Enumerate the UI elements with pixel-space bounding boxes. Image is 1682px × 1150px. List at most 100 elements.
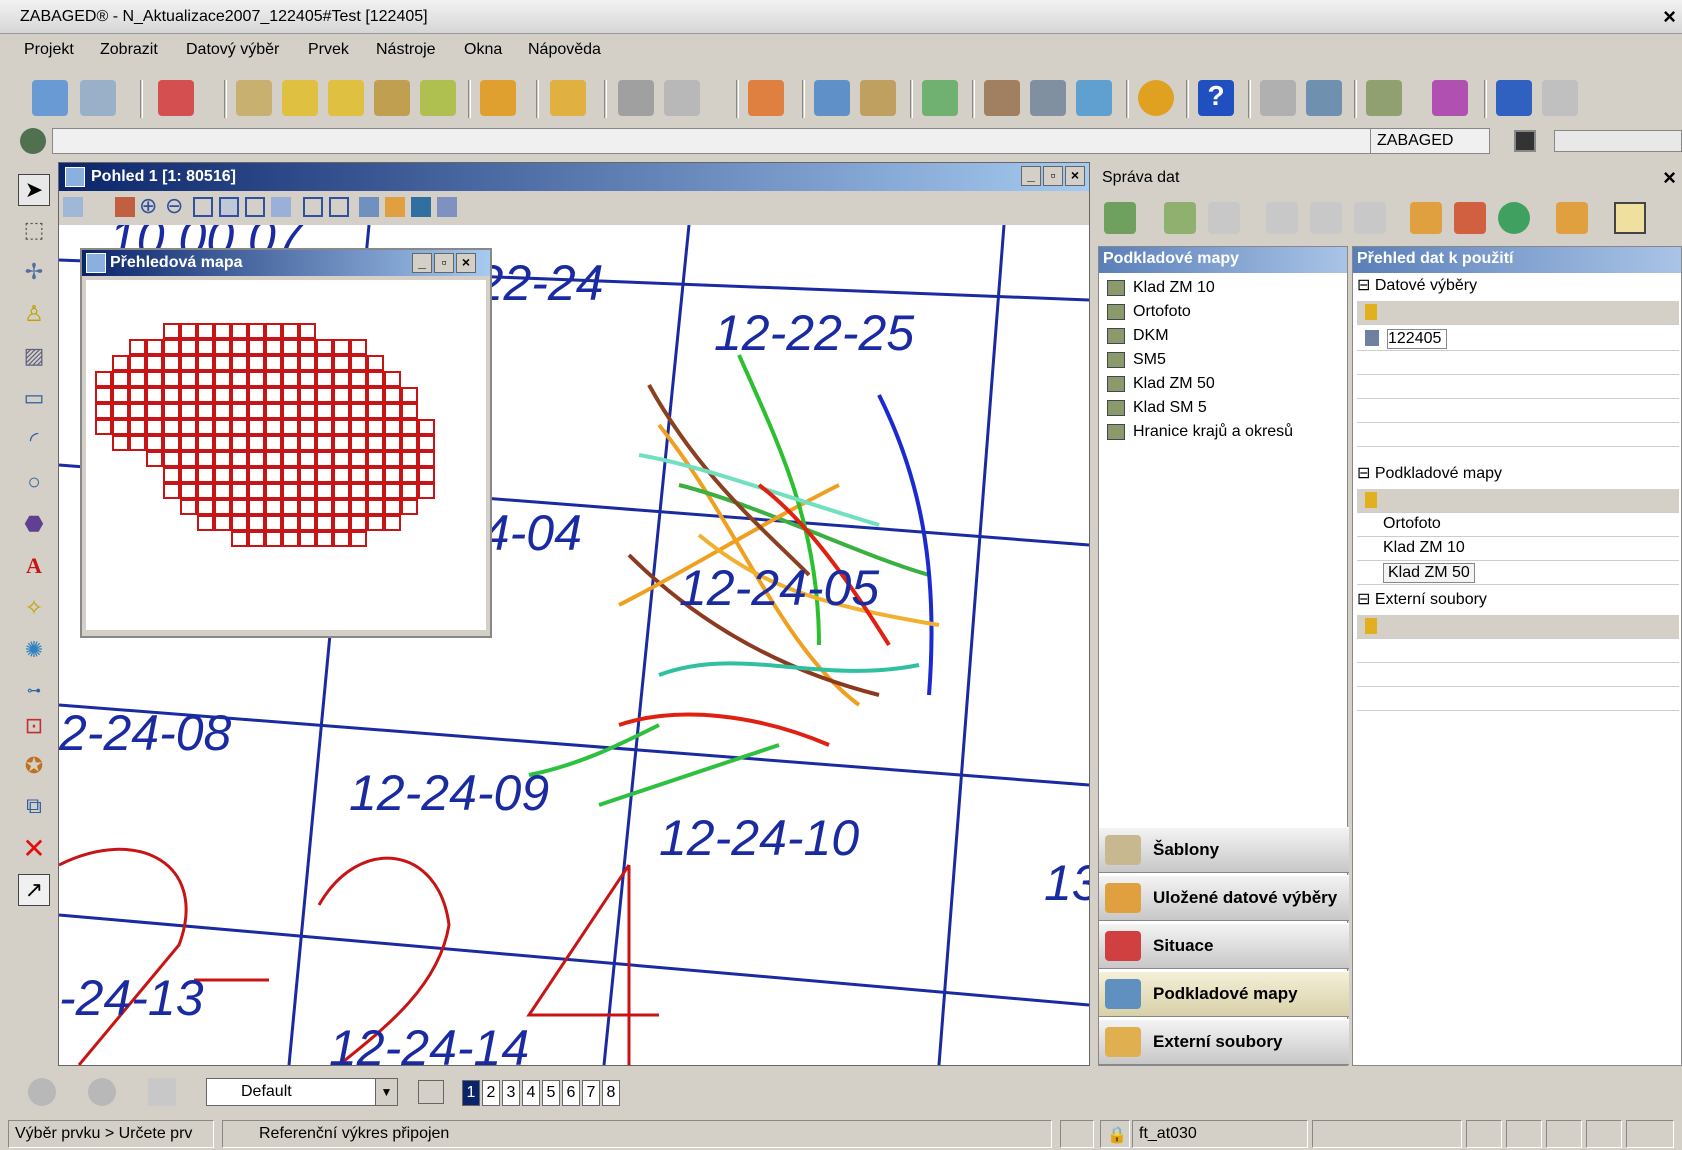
window-area-icon[interactable] — [193, 197, 213, 217]
move-icon[interactable]: ⧉ — [26, 793, 42, 818]
list-item[interactable]: SM5 — [1107, 351, 1166, 369]
save-icon[interactable] — [1514, 130, 1536, 152]
line-icon[interactable] — [420, 80, 456, 116]
view-groups-icon[interactable] — [418, 1080, 444, 1104]
project-icon[interactable] — [32, 80, 68, 116]
add-map-icon[interactable] — [1104, 202, 1136, 234]
menu-zobrazit[interactable]: Zobrazit — [100, 41, 158, 58]
hatch-icon[interactable]: ▨ — [23, 343, 45, 368]
table-row[interactable]: Klad ZM 10 — [1357, 537, 1679, 561]
list-item[interactable]: Klad ZM 50 — [1107, 375, 1215, 393]
wrench-icon[interactable] — [1030, 80, 1066, 116]
view-number-5[interactable]: 5 — [542, 1080, 560, 1106]
nav-external-files-button[interactable]: Externí soubory — [1099, 1019, 1349, 1065]
dimension-icon[interactable]: ⊡ — [24, 713, 44, 738]
menu-projekt[interactable]: Projekt — [24, 41, 74, 58]
lamp-icon[interactable] — [148, 1078, 176, 1106]
panels-icon[interactable] — [1496, 80, 1532, 116]
measure-icon[interactable]: ⊶ — [27, 681, 41, 698]
place-point-icon[interactable]: ♙ — [24, 301, 44, 326]
section-base-maps[interactable]: ⊟ Podkladové mapy — [1357, 465, 1503, 482]
cut-icon[interactable] — [374, 80, 410, 116]
select-arrow-icon[interactable]: ➤ — [18, 174, 50, 206]
forward-icon[interactable] — [88, 1078, 116, 1106]
group-icon[interactable] — [1354, 202, 1386, 234]
section-data-selections[interactable]: ⊟ Datové výběry — [1357, 277, 1478, 294]
list-item[interactable]: Klad ZM 10 — [1107, 279, 1215, 297]
upload-icon[interactable] — [550, 80, 586, 116]
close-button[interactable]: × — [1065, 166, 1085, 186]
brush-icon[interactable] — [1432, 80, 1468, 116]
up-icon[interactable] — [1164, 202, 1196, 234]
display-icon[interactable] — [411, 197, 431, 217]
copy-data-icon[interactable] — [1310, 202, 1342, 234]
export-icon[interactable] — [1076, 80, 1112, 116]
active-level[interactable]: ft_at030 — [1132, 1120, 1308, 1148]
update-icon[interactable] — [115, 197, 135, 217]
copy-view-icon[interactable] — [359, 197, 379, 217]
maximize-button[interactable]: ▫ — [1043, 166, 1063, 186]
snap-icon[interactable]: ✧ — [24, 595, 44, 620]
users-icon[interactable] — [814, 80, 850, 116]
document-icon[interactable] — [80, 80, 116, 116]
delete-feature-icon[interactable] — [158, 80, 194, 116]
back-icon[interactable] — [28, 1078, 56, 1106]
list-item[interactable]: Ortofoto — [1107, 303, 1191, 321]
fill-icon[interactable]: ⬣ — [24, 511, 44, 536]
view-number-4[interactable]: 4 — [522, 1080, 540, 1106]
text-icon[interactable]: A — [26, 553, 42, 578]
refresh-icon[interactable] — [1498, 202, 1530, 234]
settings-icon[interactable] — [1138, 80, 1174, 116]
remove-icon[interactable] — [1454, 202, 1486, 234]
chevron-down-icon[interactable]: ▼ — [375, 1079, 397, 1105]
view-group-select[interactable]: Default ▼ — [206, 1078, 398, 1106]
menu-napoveda[interactable]: Nápověda — [528, 41, 601, 58]
menu-prvek[interactable]: Prvek — [308, 41, 349, 58]
move-data-icon[interactable] — [1266, 202, 1298, 234]
view-attributes-icon[interactable] — [63, 197, 83, 217]
view-number-3[interactable]: 3 — [502, 1080, 520, 1106]
view-icon[interactable] — [1306, 80, 1342, 116]
zoom-out-icon[interactable]: ⊖ — [165, 193, 184, 218]
rectangle-icon[interactable]: ▭ — [23, 385, 45, 410]
camera-icon[interactable] — [437, 197, 457, 217]
rotate-view-icon[interactable] — [245, 197, 265, 217]
close-button[interactable]: × — [456, 253, 476, 273]
close-icon[interactable]: × — [1663, 165, 1676, 190]
nav-situations-button[interactable]: Situace — [1099, 923, 1349, 969]
resize-icon[interactable]: ↗ — [18, 874, 50, 906]
maximize-button[interactable]: ▫ — [434, 253, 454, 273]
merge-icon[interactable] — [328, 80, 364, 116]
new-feature-icon[interactable] — [236, 80, 272, 116]
menu-nastroje[interactable]: Nástroje — [376, 41, 436, 58]
point-icon[interactable]: ✢ — [24, 259, 44, 284]
highlight-icon[interactable] — [385, 197, 405, 217]
command-field[interactable] — [52, 128, 1382, 154]
package-icon[interactable] — [1556, 202, 1588, 234]
view-number-6[interactable]: 6 — [562, 1080, 580, 1106]
list-item[interactable]: DKM — [1107, 327, 1169, 345]
overview-map-canvas[interactable] — [86, 280, 486, 630]
nav-saved-selections-button[interactable]: Uložené datové výběry — [1099, 875, 1349, 921]
view-number-2[interactable]: 2 — [482, 1080, 500, 1106]
copy-icon[interactable] — [618, 80, 654, 116]
arc-icon[interactable]: ◜ — [29, 427, 39, 452]
template-icon[interactable] — [1366, 80, 1402, 116]
minimize-button[interactable]: _ — [1021, 166, 1041, 186]
zoom-in-icon[interactable]: ⊕ — [139, 193, 158, 218]
lock-icon[interactable]: 🔒 — [1100, 1120, 1130, 1148]
selection-box-icon[interactable]: ⬚ — [23, 217, 45, 242]
table-row[interactable]: Klad ZM 50 — [1357, 561, 1679, 585]
delete-icon[interactable]: ✕ — [22, 832, 46, 864]
fit-view-icon[interactable] — [219, 197, 239, 217]
table-row[interactable]: Ortofoto — [1357, 513, 1679, 537]
menu-okna[interactable]: Okna — [464, 41, 503, 58]
next-view-icon[interactable] — [329, 197, 349, 217]
palette-icon[interactable]: ✪ — [24, 753, 44, 778]
view-number-7[interactable]: 7 — [582, 1080, 600, 1106]
box-icon[interactable] — [1410, 202, 1442, 234]
snap-mode-icon[interactable] — [1060, 1120, 1094, 1148]
tool-icon[interactable] — [984, 80, 1020, 116]
circle-icon[interactable]: ○ — [27, 469, 41, 494]
split-icon[interactable] — [282, 80, 318, 116]
